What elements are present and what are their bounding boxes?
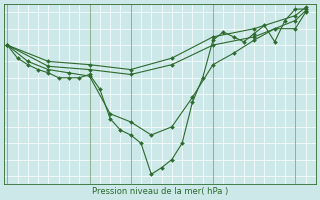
X-axis label: Pression niveau de la mer( hPa ): Pression niveau de la mer( hPa ) [92,187,228,196]
